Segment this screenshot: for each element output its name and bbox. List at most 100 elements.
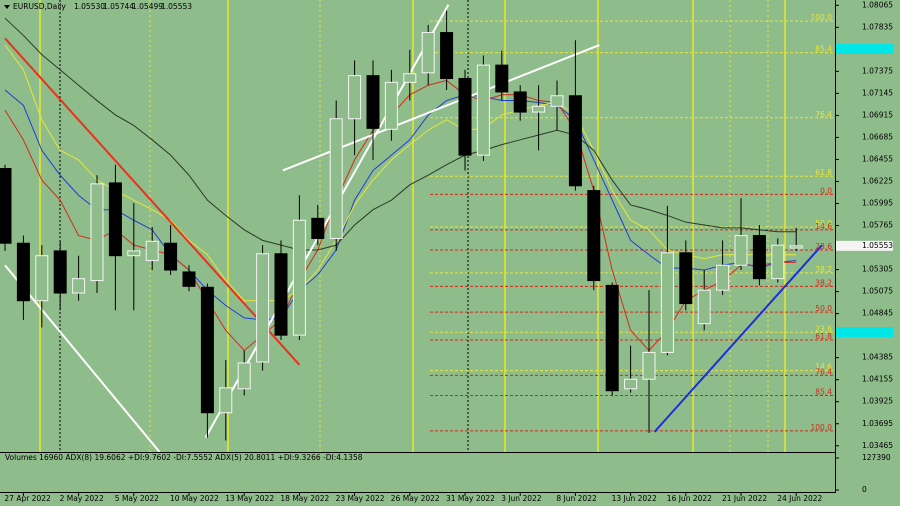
fib-label: 85.4 <box>815 45 832 54</box>
last-price-label: 1.05553 <box>862 241 893 250</box>
last-price-box <box>836 240 893 251</box>
header-value: 1.05530 <box>74 2 105 11</box>
header-value: 1.05744 <box>103 2 134 11</box>
y-tick-label: 1.07145 <box>862 88 893 97</box>
x-tick-label: 13 May 2022 <box>225 494 274 503</box>
fib-label: 76.4 <box>815 367 832 376</box>
x-tick-label: 21 Jun 2022 <box>722 494 767 503</box>
y-tick-label: 1.03465 <box>862 441 893 450</box>
candle-body <box>182 271 196 287</box>
candle-body <box>440 32 454 80</box>
y-tick-label: 1.03925 <box>862 397 893 406</box>
candle-body <box>716 264 730 291</box>
y-tick-label: 1.05075 <box>862 287 893 296</box>
candle-body <box>311 217 325 239</box>
x-tick-label: 16 Jun 2022 <box>667 494 712 503</box>
y-tick-label: 1.06225 <box>862 176 893 185</box>
y-tick-label: 1.06915 <box>862 110 893 119</box>
candle-body <box>219 387 233 414</box>
fib-label: 23.6 <box>815 324 832 333</box>
y-tick-label: 1.05995 <box>862 198 893 207</box>
x-tick-label: 2 May 2022 <box>60 494 104 503</box>
candle-body <box>200 286 214 414</box>
candle-body <box>292 219 306 336</box>
candle-body <box>35 255 49 302</box>
candle-body <box>72 278 86 294</box>
x-tick-label: 10 May 2022 <box>170 494 219 503</box>
candle-body <box>348 75 362 120</box>
indicator-line <box>4 44 797 302</box>
fib-label: 50.0 <box>815 219 832 228</box>
y-tick-label: 1.05765 <box>862 221 893 230</box>
candle-body <box>90 183 104 282</box>
y-tick-label: 127390 <box>862 453 891 462</box>
candle-body <box>550 95 564 107</box>
candle-body <box>605 284 619 392</box>
y-tick-label: 1.04845 <box>862 309 893 318</box>
candle-body <box>660 252 674 353</box>
y-tick-label: 1.07375 <box>862 66 893 75</box>
trend-line <box>4 264 161 453</box>
x-tick-label: 31 May 2022 <box>446 494 495 503</box>
menu-arrow <box>4 5 10 9</box>
fib-label: 61.8 <box>815 332 832 341</box>
fib-label: 14.6 <box>815 363 832 372</box>
fib-label: 23.6 <box>815 242 832 251</box>
candle-body <box>164 242 178 271</box>
fib-label: 38.2 <box>815 265 832 274</box>
header-value: 1.05499 <box>132 2 163 11</box>
y-tick-label: 1.04385 <box>862 353 893 362</box>
candle-body <box>403 73 417 83</box>
candle-body <box>513 91 527 113</box>
candle-body <box>697 289 711 325</box>
candle-body <box>329 118 343 239</box>
fib-label: 61.8 <box>815 168 832 177</box>
x-tick-label: 5 May 2022 <box>115 494 159 503</box>
x-tick-label: 3 Jun 2022 <box>501 494 542 503</box>
x-tick-label: 27 Apr 2022 <box>4 494 51 503</box>
y-tick-label: 1.08065 <box>862 0 893 9</box>
candle-body <box>771 244 785 280</box>
x-tick-label: 8 Jun 2022 <box>556 494 597 503</box>
layers: 100.085.476.461.80.050.014.623.638.238.2… <box>0 0 835 453</box>
candle-body <box>587 190 601 282</box>
candle-body <box>624 378 638 390</box>
candle-body <box>679 252 693 305</box>
candle-body <box>734 235 748 266</box>
trend-line <box>653 244 823 433</box>
x-tick-label: 13 Jun 2022 <box>612 494 657 503</box>
symbol: EURUSD,Daily <box>13 2 66 11</box>
candle-body <box>568 95 582 187</box>
candle-body <box>421 32 435 74</box>
fib-label: 85.4 <box>815 388 832 397</box>
candle-body <box>366 75 380 129</box>
candle-body <box>789 245 803 249</box>
candle-body <box>476 64 490 156</box>
candle-body <box>458 78 472 156</box>
fib-label: 14.6 <box>815 222 832 231</box>
indicator-line <box>4 17 797 251</box>
candle-body <box>495 64 509 93</box>
y-tick-label: 1.06685 <box>862 132 893 141</box>
candle-body <box>108 182 122 257</box>
header-value: 1.05553 <box>161 2 192 11</box>
x-tick-label: 24 Jun 2022 <box>777 494 822 503</box>
fib-label: 100.0 <box>811 423 833 432</box>
fib-label: 100.0 <box>811 13 833 22</box>
candle-body <box>384 81 398 130</box>
candle-body <box>274 253 288 336</box>
y-tick-label: 1.07835 <box>862 22 893 31</box>
candle-body <box>16 242 30 302</box>
y-tick-label: 1.06455 <box>862 154 893 163</box>
y-tick-label: 1.05305 <box>862 265 893 274</box>
candle-body <box>127 250 141 257</box>
candle-body <box>532 105 546 113</box>
y-tick-label: 1.03695 <box>862 419 893 428</box>
x-tick-label: 18 May 2022 <box>280 494 329 503</box>
trend-line <box>4 37 301 366</box>
fib-label: 76.4 <box>815 110 832 119</box>
price-box <box>836 327 893 337</box>
fib-label: 0.0 <box>820 186 832 195</box>
x-tick-label: 23 May 2022 <box>336 494 385 503</box>
